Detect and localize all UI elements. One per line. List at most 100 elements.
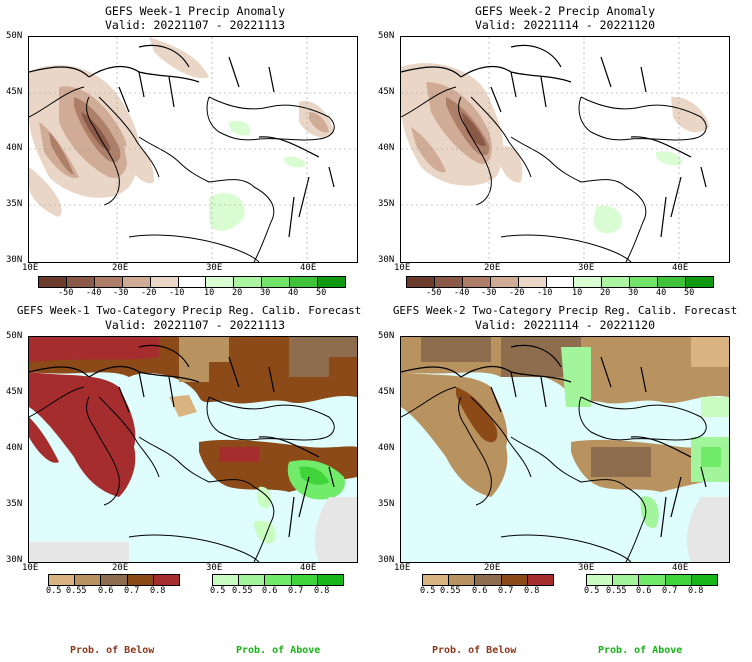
p4-footer-below-label: Prob. of Below [432,645,517,656]
p3-below-l0: 0.5 [46,586,62,596]
p4-lon-10: 10E [394,563,411,573]
p4-lat-45: 45N [378,387,395,397]
p3-above-l2: 0.6 [262,586,278,596]
p2-cb-l7: 30 [628,288,639,298]
p4-above-l4: 0.8 [688,586,704,596]
panel2-map [400,36,730,263]
borders-p1 [29,44,335,238]
p2-cb-l3: -20 [509,288,525,298]
coastlines-p1 [29,86,335,262]
p1-cb-l2: -30 [113,288,129,298]
anomaly-shading-week2 [401,63,709,234]
p2-cb-l4: -10 [537,288,553,298]
p3-below-l4: 0.8 [150,586,166,596]
p4-below-colorbar [422,574,554,586]
coastlines-p2 [401,86,707,262]
p1-cb-l3: -20 [141,288,157,298]
panel1-valid: Valid: 20221107 - 20221113 [104,18,285,32]
p1-anomaly-colorbar [38,276,346,288]
p1-lon-20: 20E [112,263,129,273]
p4-lat-50: 50N [378,331,395,341]
p3-above-l4: 0.8 [314,586,330,596]
p3-lat-40: 40N [6,443,23,453]
p1-cb-l5: 10 [204,288,215,298]
panel4-valid: Valid: 20221114 - 20221120 [474,318,655,332]
p4-above-l1: 0.55 [606,586,627,596]
p4-lon-30: 30E [578,563,595,573]
p4-below-l3: 0.7 [498,586,514,596]
p1-cb-l8: 40 [288,288,299,298]
p3-lon-40: 40E [300,563,317,573]
panel4-map [400,336,730,563]
p2-anomaly-colorbar [406,276,714,288]
p4-lat-30: 30N [378,555,395,565]
p2-cb-l1: -40 [454,288,470,298]
p4-below-l1: 0.55 [440,586,461,596]
panel2-valid: Valid: 20221114 - 20221120 [474,18,655,32]
panel3-valid: Valid: 20221107 - 20221113 [104,318,285,332]
panel3-title: GEFS Week-1 Two-Category Precip Reg. Cal… [16,304,362,317]
p3-below-colorbar [48,574,180,586]
prob-below-shading-week1 [29,337,357,562]
p3-footer-above-label: Prob. of Above [236,645,321,656]
p3-above-colorbar [212,574,344,586]
p3-below-l1: 0.55 [66,586,87,596]
p2-lon-20: 20E [484,263,501,273]
panel2-title: GEFS Week-2 Precip Anomaly [474,4,655,18]
p1-lon-10: 10E [22,263,39,273]
p4-above-colorbar [586,574,718,586]
p3-lat-35: 35N [6,499,23,509]
p3-lon-20: 20E [112,563,129,573]
coastlines-p4 [401,386,707,562]
p4-footer-above-label: Prob. of Above [598,645,683,656]
borders-p4 [401,344,707,538]
p2-cb-l2: -30 [481,288,497,298]
p1-cb-l6: 20 [232,288,243,298]
p2-lat-40: 40N [378,143,395,153]
p3-lat-50: 50N [6,331,23,341]
p1-lat-30: 30N [6,255,23,265]
p3-below-l2: 0.6 [98,586,114,596]
p4-lon-20: 20E [484,563,501,573]
p2-cb-l0: -50 [426,288,442,298]
p3-footer-below-label: Prob. of Below [70,645,155,656]
p1-lat-35: 35N [6,199,23,209]
panel3-map [28,336,358,563]
borders-p3 [29,344,335,538]
p4-above-l0: 0.5 [584,586,600,596]
p4-above-l3: 0.7 [662,586,678,596]
p4-lon-40: 40E [672,563,689,573]
p3-above-l1: 0.55 [232,586,253,596]
p3-above-l3: 0.7 [288,586,304,596]
p2-lat-50: 50N [378,31,395,41]
p1-lon-30: 30E [206,263,223,273]
p3-below-l3: 0.7 [124,586,140,596]
p3-lon-30: 30E [206,563,223,573]
p2-cb-l9: 50 [684,288,695,298]
p3-lat-30: 30N [6,555,23,565]
borders-p2 [401,44,707,238]
p2-cb-l6: 20 [600,288,611,298]
p2-lon-30: 30E [578,263,595,273]
p1-lat-40: 40N [6,143,23,153]
panel1-title: GEFS Week-1 Precip Anomaly [104,4,285,18]
p2-lat-35: 35N [378,199,395,209]
p3-above-l0: 0.5 [210,586,226,596]
p2-lat-45: 45N [378,87,395,97]
p4-below-l4: 0.8 [524,586,540,596]
p4-lat-40: 40N [378,443,395,453]
p3-lat-45: 45N [6,387,23,397]
p1-lat-50: 50N [6,31,23,41]
p1-cb-l7: 30 [260,288,271,298]
p1-cb-l0: -50 [58,288,74,298]
p4-below-l0: 0.5 [420,586,436,596]
p4-above-l2: 0.6 [636,586,652,596]
p1-lat-45: 45N [6,87,23,97]
p1-cb-l4: -10 [169,288,185,298]
p3-lon-10: 10E [22,563,39,573]
p4-lat-35: 35N [378,499,395,509]
panel4-title: GEFS Week-2 Two-Category Precip Reg. Cal… [392,304,738,317]
p2-lat-30: 30N [378,255,395,265]
p4-below-l2: 0.6 [472,586,488,596]
p1-cb-l1: -40 [86,288,102,298]
